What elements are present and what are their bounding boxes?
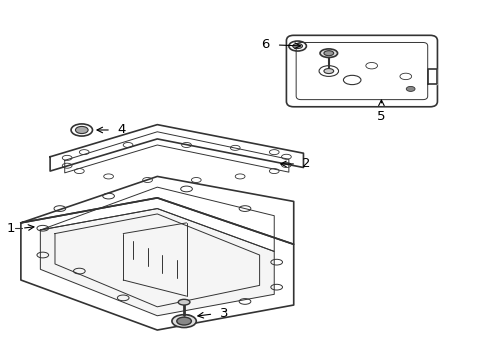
Text: 4: 4	[117, 123, 126, 136]
Ellipse shape	[320, 49, 338, 58]
Ellipse shape	[172, 315, 196, 328]
Ellipse shape	[293, 44, 302, 49]
Polygon shape	[428, 69, 438, 84]
Ellipse shape	[324, 68, 334, 73]
FancyBboxPatch shape	[287, 35, 438, 107]
Ellipse shape	[324, 51, 334, 56]
Polygon shape	[21, 198, 294, 330]
Text: 2: 2	[302, 157, 311, 170]
Text: 1: 1	[6, 222, 15, 235]
Polygon shape	[50, 125, 303, 171]
Polygon shape	[21, 176, 294, 244]
Text: 3: 3	[220, 307, 228, 320]
Text: 6: 6	[261, 39, 270, 51]
Polygon shape	[40, 208, 274, 316]
Ellipse shape	[177, 317, 192, 325]
Ellipse shape	[178, 299, 190, 305]
Text: 5: 5	[377, 111, 386, 123]
Ellipse shape	[75, 126, 88, 134]
Ellipse shape	[406, 86, 415, 91]
